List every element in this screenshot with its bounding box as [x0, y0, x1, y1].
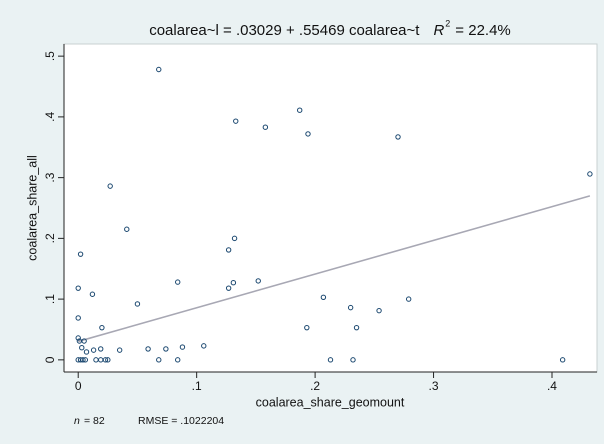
fit-line	[77, 195, 591, 343]
point	[320, 294, 327, 300]
point	[124, 226, 130, 232]
point	[179, 344, 186, 350]
point	[175, 357, 181, 363]
point	[75, 285, 81, 291]
point	[99, 324, 105, 331]
point	[107, 183, 113, 189]
point	[353, 324, 360, 331]
x-tick-label: .2	[310, 379, 320, 393]
point	[304, 324, 310, 331]
point	[163, 346, 169, 352]
point	[347, 304, 354, 311]
point	[405, 296, 412, 302]
y-tick-label: .1	[43, 294, 57, 304]
point	[175, 279, 181, 285]
note-rmse: RMSE = .1022204	[138, 415, 224, 427]
r2-superscript: 2	[445, 18, 450, 28]
point	[350, 357, 356, 363]
point	[233, 118, 239, 124]
plot-area	[63, 43, 598, 373]
note-n-value: = 82	[84, 415, 105, 427]
point	[90, 347, 97, 353]
r2-value: = 22.4%	[455, 22, 510, 39]
y-tick-label: 0	[43, 356, 57, 363]
point	[75, 315, 81, 321]
point	[231, 235, 238, 242]
x-tick-label: .3	[429, 379, 439, 393]
x-axis-title: coalarea_share_geomount	[256, 395, 405, 409]
point	[134, 301, 141, 307]
x-tick-label: .1	[192, 379, 202, 393]
x-tick-label: .4	[547, 379, 557, 393]
point	[587, 171, 593, 177]
point	[559, 357, 566, 363]
point	[201, 343, 207, 349]
y-tick-label: .5	[43, 51, 57, 61]
point	[116, 347, 123, 353]
point	[376, 307, 382, 314]
point	[297, 107, 303, 113]
point	[81, 338, 87, 344]
y-axis-title: coalarea_share_all	[25, 155, 39, 261]
point	[305, 131, 311, 137]
point	[89, 291, 96, 297]
point	[156, 66, 162, 73]
point	[230, 280, 237, 286]
point	[77, 251, 84, 257]
y-tick-label: .2	[43, 233, 57, 243]
r2-label: R	[433, 22, 444, 39]
point	[98, 346, 104, 352]
note-n-label: n	[74, 415, 80, 427]
point	[395, 134, 401, 140]
point	[79, 345, 85, 351]
point	[225, 247, 232, 253]
point	[145, 346, 151, 352]
point	[75, 335, 81, 341]
point	[102, 357, 109, 363]
point	[255, 278, 261, 284]
y-tick-label: .4	[43, 112, 57, 122]
point	[156, 357, 162, 363]
point	[225, 285, 232, 291]
point	[327, 357, 334, 363]
point	[83, 349, 90, 355]
x-tick-label: 0	[75, 379, 82, 393]
point	[80, 357, 86, 363]
point	[82, 357, 89, 363]
point	[262, 124, 269, 130]
chart-title: coalarea~l = .03029 + .55469 coalarea~t	[149, 22, 420, 39]
point	[105, 357, 111, 363]
y-tick-label: .3	[43, 172, 57, 182]
